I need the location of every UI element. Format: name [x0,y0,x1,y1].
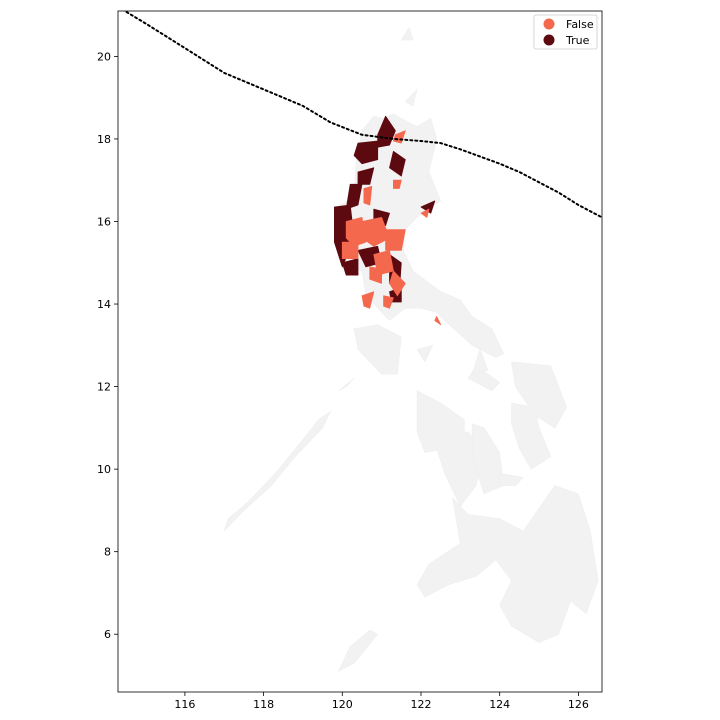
province-layer [333,115,442,326]
legend-false-marker [543,18,555,30]
province-false [341,241,359,260]
landmass [223,410,332,532]
province-false [361,291,375,309]
province-false [383,295,394,309]
legend-true-label: True [565,34,590,47]
province-true [420,200,436,214]
y-tick-label: 8 [104,546,111,559]
y-tick-label: 20 [97,50,111,63]
province-false [363,185,373,206]
x-tick-label: 124 [489,698,510,711]
province-false [361,216,390,247]
province-false [369,266,383,284]
province-true [389,150,406,177]
y-axis-ticks: 6 8 10 12 14 16 18 20 [97,50,118,641]
province-true [345,183,363,210]
landmass [416,344,434,363]
axes-frame [117,10,603,693]
landmass [353,324,402,375]
landmass [338,378,355,391]
landmass [404,88,418,107]
province-false [385,229,406,251]
province-false [420,208,430,218]
legend-false-label: False [566,18,594,31]
y-tick-label: 6 [104,628,111,641]
x-axis-ticks: 116 118 120 122 124 126 [174,692,589,711]
x-tick-label: 126 [568,698,589,711]
y-tick-label: 16 [97,215,111,228]
y-tick-label: 12 [97,381,111,394]
x-tick-label: 116 [174,698,195,711]
province-false [389,270,406,297]
y-tick-label: 14 [97,298,111,311]
landmass [471,348,489,375]
landmass [416,485,599,643]
y-tick-label: 18 [97,133,111,146]
landmass [511,361,567,429]
province-false [434,315,442,326]
province-false [392,179,402,189]
x-tick-label: 122 [410,698,431,711]
legend: False True [533,14,598,50]
province-true [341,258,359,276]
legend-true-marker [543,34,555,46]
x-tick-label: 118 [253,698,274,711]
storm-track-line [122,11,602,219]
province-false [345,216,367,247]
province-true [353,140,379,165]
landmass [337,629,379,673]
storm-track-layer [122,11,602,219]
x-tick-label: 120 [332,698,353,711]
y-tick-label: 10 [97,463,111,476]
province-true [357,167,375,185]
land-layer [223,26,599,673]
landmass [400,26,414,41]
landmass [499,472,524,486]
